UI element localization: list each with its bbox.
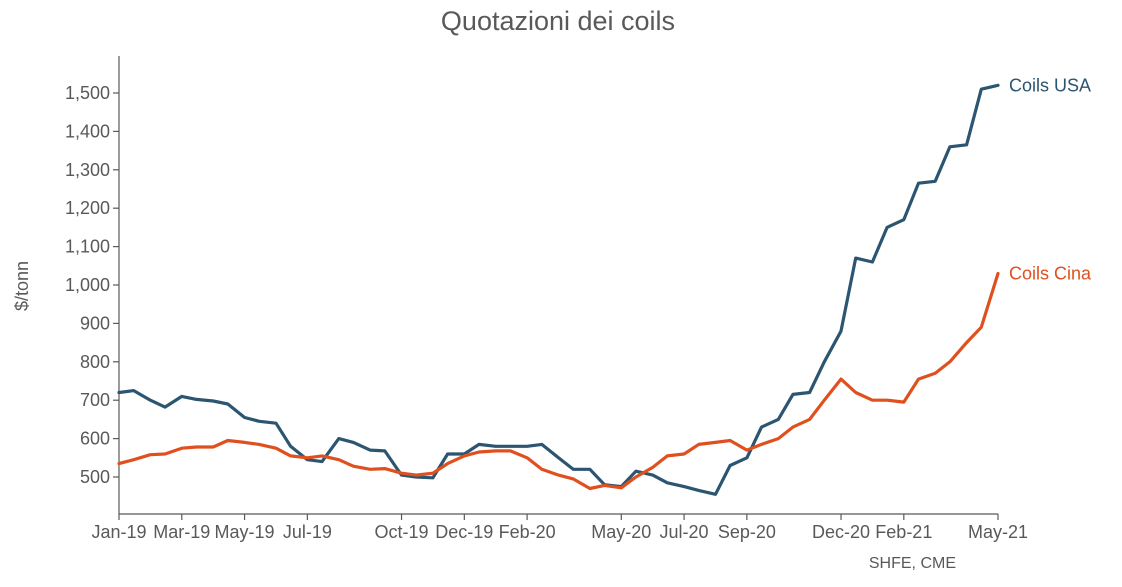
y-tick-label: 900 bbox=[80, 313, 110, 333]
x-tick-label: Dec-19 bbox=[435, 522, 493, 542]
x-tick-label: Oct-19 bbox=[375, 522, 429, 542]
y-tick-label: 700 bbox=[80, 390, 110, 410]
x-axis-ticks: Jan-19 Mar-19 May-19 Jul-19 Oct-19 Dec-19 Feb-… bbox=[91, 514, 1028, 542]
x-tick-label: Jan-19 bbox=[91, 522, 146, 542]
series-label: Coils Cina bbox=[1009, 263, 1092, 283]
x-tick-label: May-20 bbox=[591, 522, 651, 542]
chart-title: Quotazioni dei coils bbox=[441, 6, 675, 36]
y-tick-label: 1,400 bbox=[65, 121, 110, 141]
series-label: Coils USA bbox=[1009, 75, 1091, 95]
series-line bbox=[117, 271, 1000, 491]
x-tick-label: Jul-20 bbox=[660, 522, 709, 542]
x-tick-label: Mar-19 bbox=[153, 522, 210, 542]
x-tick-label: Feb-20 bbox=[499, 522, 556, 542]
x-tick-label: Jul-19 bbox=[283, 522, 332, 542]
y-tick-label: 1,200 bbox=[65, 198, 110, 218]
y-tick-label: 1,300 bbox=[65, 160, 110, 180]
y-axis-label: $/tonn bbox=[12, 261, 32, 311]
y-tick-label: 1,100 bbox=[65, 237, 110, 257]
y-tick-label: 1,500 bbox=[65, 83, 110, 103]
series-layer: Coils USA Coils Cina bbox=[117, 75, 1092, 496]
y-tick-label: 1,000 bbox=[65, 275, 110, 295]
y-tick-label: 600 bbox=[80, 429, 110, 449]
series-line bbox=[117, 83, 1000, 496]
x-tick-label: May-19 bbox=[215, 522, 275, 542]
y-tick-label: 500 bbox=[80, 467, 110, 487]
x-tick-label: May-21 bbox=[968, 522, 1028, 542]
y-axis-ticks: 500 600 700 800 900 1,000 1,100 1,200 1,300 1,400… bbox=[65, 83, 119, 487]
x-tick-label: Sep-20 bbox=[718, 522, 776, 542]
x-tick-label: Dec-20 bbox=[812, 522, 870, 542]
source-note: SHFE, CME bbox=[869, 555, 956, 572]
x-tick-label: Feb-21 bbox=[875, 522, 932, 542]
y-tick-label: 800 bbox=[80, 352, 110, 372]
